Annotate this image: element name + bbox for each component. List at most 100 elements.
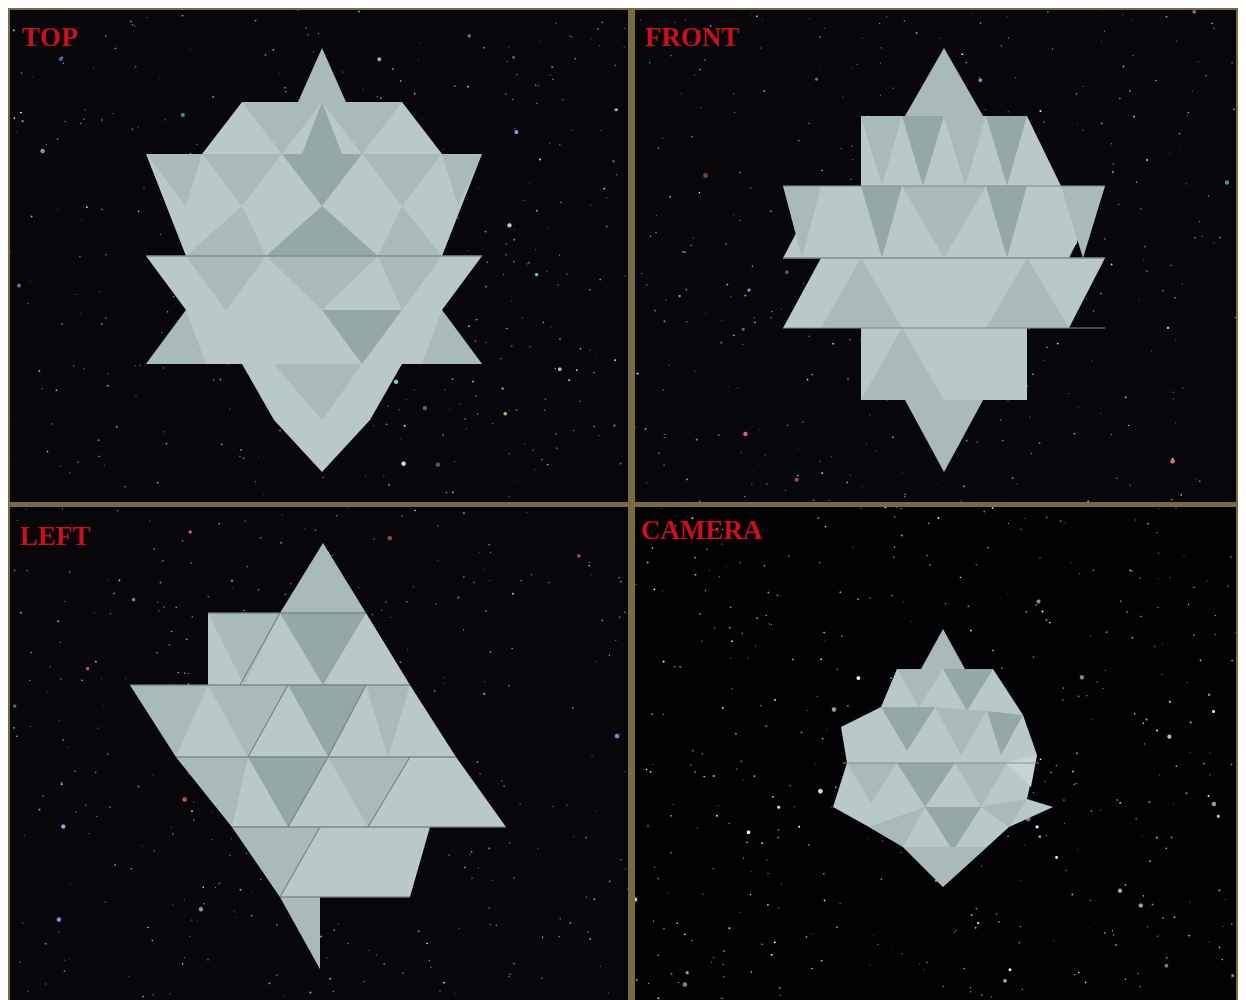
star <box>1189 901 1191 903</box>
star <box>470 850 473 853</box>
star <box>170 826 172 828</box>
star <box>1115 944 1118 946</box>
viewport-front[interactable]: FRONT <box>635 10 1236 502</box>
star <box>1128 424 1130 427</box>
star <box>594 353 596 355</box>
star <box>944 602 947 605</box>
star <box>612 160 615 163</box>
star <box>880 878 882 880</box>
star <box>593 425 596 428</box>
star <box>420 42 422 44</box>
star <box>1136 181 1138 183</box>
star <box>21 120 24 123</box>
star <box>163 606 165 608</box>
star <box>46 450 49 453</box>
star <box>87 916 89 918</box>
star <box>689 41 691 43</box>
star <box>1162 643 1164 645</box>
viewport-top[interactable]: TOP <box>10 10 628 502</box>
viewport-top-canvas[interactable]: TOP <box>10 10 628 502</box>
star <box>34 221 35 223</box>
star <box>1180 494 1183 496</box>
star <box>526 512 528 514</box>
star <box>647 825 649 827</box>
star <box>1144 246 1146 248</box>
star <box>134 365 136 367</box>
star <box>1186 682 1188 684</box>
star <box>101 678 102 680</box>
star <box>667 892 669 894</box>
star <box>1087 500 1090 502</box>
star <box>742 779 744 781</box>
star <box>512 98 514 101</box>
star <box>771 310 773 313</box>
star <box>1073 783 1075 785</box>
star <box>701 753 704 755</box>
star <box>1197 61 1199 62</box>
star <box>96 815 98 818</box>
star <box>934 880 937 882</box>
star <box>644 428 647 430</box>
viewport-left[interactable]: LEFT <box>10 507 628 1000</box>
star <box>1155 79 1157 82</box>
star <box>615 639 617 642</box>
star <box>1075 93 1078 95</box>
star <box>212 379 215 381</box>
star <box>893 516 896 518</box>
star <box>524 199 527 201</box>
star <box>421 118 423 120</box>
star <box>991 507 994 509</box>
star <box>767 904 769 906</box>
viewport-camera-canvas[interactable]: CAMERA <box>635 507 1236 1000</box>
star <box>718 576 720 578</box>
star <box>465 428 467 430</box>
star <box>476 413 479 415</box>
star-tetrahedron-model-camera[interactable] <box>833 629 1053 887</box>
star <box>1116 477 1118 479</box>
star <box>965 61 968 64</box>
star <box>624 868 626 870</box>
star <box>239 455 241 458</box>
viewport-left-canvas[interactable]: LEFT <box>10 507 628 1000</box>
star <box>159 77 161 79</box>
star <box>98 455 101 458</box>
viewport-camera[interactable]: CAMERA <box>635 507 1236 1000</box>
star <box>806 378 809 381</box>
star <box>895 507 898 508</box>
star <box>1180 145 1181 147</box>
star <box>1181 283 1183 285</box>
star <box>821 472 824 475</box>
star <box>744 294 747 297</box>
star <box>1170 264 1173 267</box>
star <box>534 272 539 277</box>
star <box>1162 917 1165 920</box>
star <box>1171 457 1174 460</box>
star <box>239 888 242 891</box>
star <box>753 775 756 777</box>
star <box>1029 416 1031 418</box>
viewport-front-canvas[interactable]: FRONT <box>635 10 1236 502</box>
star <box>507 223 512 228</box>
star <box>513 128 516 130</box>
star <box>448 854 450 856</box>
star <box>29 725 31 727</box>
star-tetrahedron-model-top[interactable] <box>146 48 482 472</box>
star <box>1230 922 1233 925</box>
star <box>188 773 189 775</box>
star <box>1035 604 1037 606</box>
star <box>699 613 702 615</box>
star <box>240 449 242 451</box>
star-tetrahedron-model-front[interactable] <box>783 48 1105 472</box>
star <box>739 912 741 914</box>
star-tetrahedron-model-left[interactable] <box>130 543 506 969</box>
star <box>926 555 928 557</box>
star <box>514 229 515 231</box>
star <box>1068 393 1070 395</box>
star <box>484 681 486 683</box>
star <box>865 443 867 445</box>
star <box>1001 439 1004 442</box>
star <box>760 705 762 707</box>
star <box>805 936 808 938</box>
star <box>1119 97 1121 100</box>
star <box>1050 771 1052 774</box>
